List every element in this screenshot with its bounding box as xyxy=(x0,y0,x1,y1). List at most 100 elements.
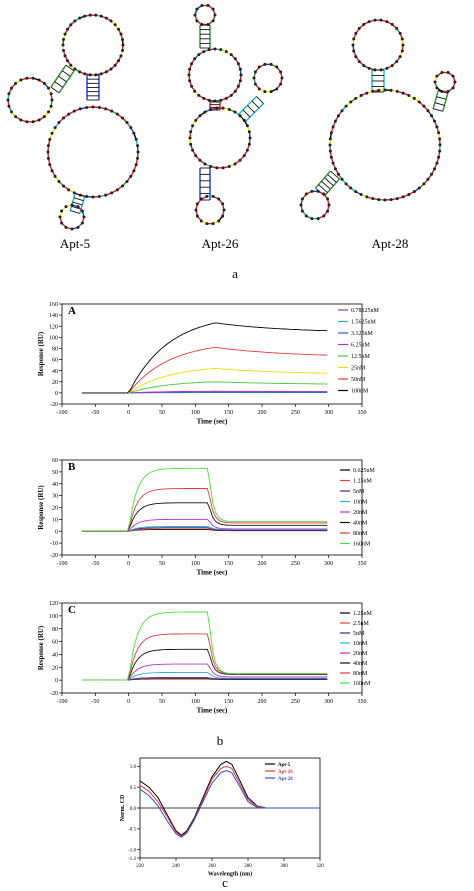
y-axis-label: Response (RU) xyxy=(37,331,45,376)
y-axis-label: Norm. CD xyxy=(120,794,126,821)
x-tick-label: 280 xyxy=(244,864,252,869)
apt28-right-loop xyxy=(434,71,457,93)
apt5-label: Apt-5 xyxy=(40,236,110,252)
y-tick-label: 40 xyxy=(52,369,58,375)
apt26-label: Apt-26 xyxy=(185,236,255,252)
y-tick-label: 0 xyxy=(55,678,58,684)
legend-label: 50nM xyxy=(351,377,366,383)
x-tick-label: 150 xyxy=(224,561,233,567)
x-tick-label: 250 xyxy=(291,699,300,705)
y-tick-label: 20 xyxy=(52,665,58,671)
x-tick-label: 0 xyxy=(127,699,130,705)
y-tick-label: 40 xyxy=(52,653,58,659)
y-tick-label: 0.0 xyxy=(130,807,137,812)
apt28-label: Apt-28 xyxy=(355,236,425,252)
x-tick-label: 0 xyxy=(127,410,130,416)
apt26-main-loop xyxy=(189,107,252,170)
legend-label: 5nM xyxy=(353,489,365,495)
legend-label: 10nM xyxy=(353,641,368,647)
legend-label: Apt-26 xyxy=(278,770,293,775)
legend-label: 3.125nM xyxy=(351,331,374,337)
x-tick-label: -100 xyxy=(57,699,68,705)
legend-label: 12.5nM xyxy=(351,354,371,360)
legend-label: 160nM xyxy=(353,542,371,548)
y-tick-label: 120 xyxy=(49,324,58,330)
series-line-Apt-28 xyxy=(140,771,320,838)
y-tick-label: 1.0 xyxy=(130,765,137,770)
legend-label: 100nM xyxy=(351,389,369,395)
x-axis-label: Time (sec) xyxy=(197,569,228,577)
x-tick-label: -100 xyxy=(57,410,68,416)
apt28-top-loop xyxy=(352,19,405,72)
x-tick-label: 350 xyxy=(358,561,367,567)
y-tick-label: 30 xyxy=(52,494,58,500)
y-tick-label: 100 xyxy=(49,335,58,341)
x-tick-label: 200 xyxy=(258,699,267,705)
legend-label: 6.25nM xyxy=(351,343,371,349)
x-tick-label: 200 xyxy=(258,410,267,416)
y-tick-label: 20 xyxy=(52,506,58,512)
x-tick-label: 260 xyxy=(208,864,216,869)
y-tick-label: -10 xyxy=(50,541,58,547)
legend-label: 0.625nM xyxy=(353,468,376,474)
y-axis-label: Response (RU) xyxy=(37,485,45,530)
y-tick-label: 160 xyxy=(49,302,58,308)
y-tick-label: -1.2 xyxy=(128,857,136,862)
series-line-40nM xyxy=(82,649,327,680)
y-tick-label: 0 xyxy=(55,391,58,397)
y-tick-label: 60 xyxy=(52,358,58,364)
y-tick-label: 80 xyxy=(52,347,58,353)
x-axis-label: Time (sec) xyxy=(197,707,228,715)
apt5-top-loop xyxy=(62,14,125,77)
y-tick-label: 60 xyxy=(52,640,58,646)
x-tick-label: 100 xyxy=(191,699,200,705)
plot-frame xyxy=(62,304,362,404)
x-tick-label: 150 xyxy=(224,410,233,416)
y-tick-label: 80 xyxy=(52,627,58,633)
y-tick-label: -0.5 xyxy=(128,828,136,833)
legend-label: 0.78125nM xyxy=(351,308,380,314)
apt5-stem-side xyxy=(51,65,74,93)
legend-label: 1.25nM xyxy=(353,611,373,617)
legend-label: 40nM xyxy=(353,521,368,527)
apt5-stem-top xyxy=(87,75,99,100)
panel-b-caption: b xyxy=(205,733,235,749)
y-tick-label: 60 xyxy=(52,458,58,464)
apt5-side-loop xyxy=(7,77,54,124)
x-tick-label: 300 xyxy=(280,864,288,869)
legend-label: Apt-28 xyxy=(278,777,293,782)
legend-label: 5nM xyxy=(353,631,365,637)
legend-label: 40nM xyxy=(353,661,368,667)
x-axis-label: Time (sec) xyxy=(197,418,228,426)
apt26-stem-top xyxy=(200,25,210,48)
y-tick-label: 40 xyxy=(52,482,58,488)
y-tick-label: 140 xyxy=(49,313,58,319)
x-tick-label: 100 xyxy=(191,561,200,567)
apt28-stem-top xyxy=(372,70,384,92)
legend-label: 1.5625nM xyxy=(351,320,377,326)
x-tick-label: -50 xyxy=(91,410,99,416)
y-tick-label: 10 xyxy=(52,517,58,523)
apt26-side-loop xyxy=(253,63,284,93)
apt28-main-loop xyxy=(329,89,442,202)
y-axis-label: Response (RU) xyxy=(37,625,45,670)
apt26-upper-loop xyxy=(188,48,243,103)
legend-label: 80nM xyxy=(353,531,368,537)
x-tick-label: -100 xyxy=(57,561,68,567)
y-tick-label: -20 xyxy=(50,691,58,697)
x-tick-label: -50 xyxy=(91,561,99,567)
panel-letter: B xyxy=(68,461,76,473)
legend-label: 160nM xyxy=(353,681,371,687)
x-tick-label: 350 xyxy=(358,410,367,416)
series-line-80nM xyxy=(82,634,327,680)
y-tick-label: 0.5 xyxy=(130,786,137,791)
x-tick-label: 50 xyxy=(159,699,165,705)
legend-label: 1.25nM xyxy=(353,479,373,485)
y-tick-label: -20 xyxy=(50,402,58,408)
panel-a-caption: a xyxy=(220,266,250,282)
x-tick-label: 0 xyxy=(127,561,130,567)
x-tick-label: 200 xyxy=(258,561,267,567)
x-tick-label: 100 xyxy=(191,410,200,416)
